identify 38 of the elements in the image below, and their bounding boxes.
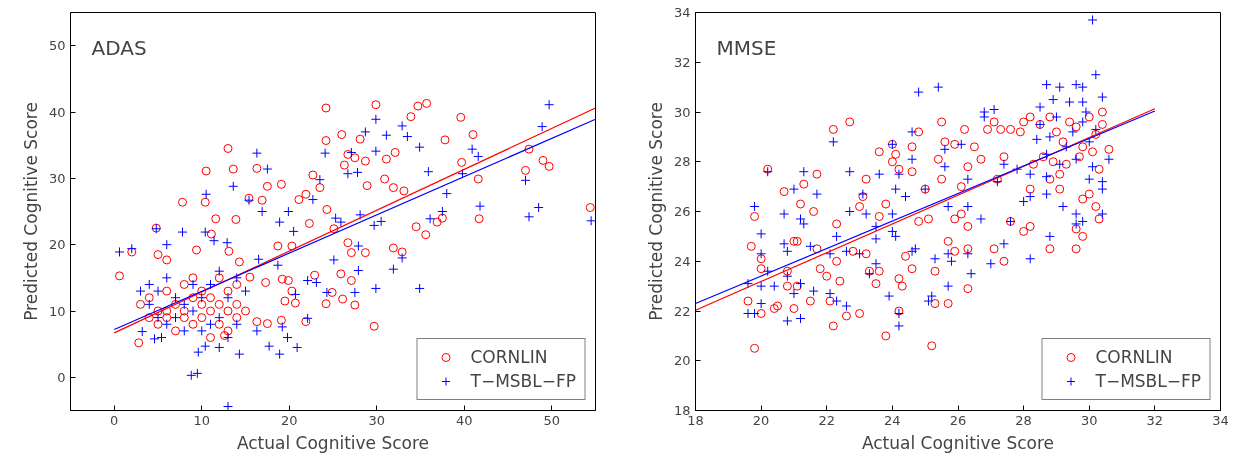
- y-tick-label: 30: [48, 170, 66, 186]
- y-tick-label: 20: [673, 353, 691, 369]
- y-tick-label: 0: [57, 369, 66, 385]
- x-tick-label: 24: [884, 412, 901, 428]
- x-tick-label: 26: [949, 412, 967, 428]
- x-tick-label: 34: [1212, 412, 1229, 428]
- y-tick-label: 32: [673, 54, 691, 70]
- y-tick-label: 28: [673, 154, 691, 170]
- y-tick-label: 22: [673, 303, 691, 319]
- y-tick-label: 30: [673, 104, 691, 120]
- legend-label: T−MSBL−FP: [470, 371, 576, 391]
- legend-label: CORNLIN: [470, 347, 548, 367]
- x-tick-label: 32: [1146, 412, 1164, 428]
- x-axis-title: Actual Cognitive Score: [861, 432, 1055, 453]
- x-tick-label: 28: [1015, 412, 1032, 428]
- y-tick-label: 10: [48, 303, 66, 319]
- legend-label: T−MSBL−FP: [1095, 371, 1201, 391]
- x-tick-label: 20: [280, 412, 298, 428]
- x-axis-title: Actual Cognitive Score: [236, 432, 430, 453]
- x-tick-label: 30: [1080, 412, 1098, 428]
- x-tick-label: 50: [543, 412, 561, 428]
- y-tick-label: 40: [48, 104, 66, 120]
- text: ADAS: [91, 36, 147, 61]
- text: MMSE: [716, 36, 777, 61]
- y-tick-label: 50: [48, 38, 66, 54]
- x-tick-label: 40: [455, 412, 473, 428]
- x-tick-label: 22: [818, 412, 836, 428]
- y-tick-label: 20: [48, 237, 66, 253]
- x-tick-label: 30: [368, 412, 386, 428]
- y-axis-title: Predicted Cognitive Score: [20, 102, 41, 321]
- x-tick-label: 0: [110, 412, 119, 428]
- legend-label: CORNLIN: [1095, 347, 1173, 367]
- y-tick-label: 26: [673, 204, 691, 219]
- y-tick-label: 34: [673, 5, 691, 20]
- x-tick-label: 10: [193, 412, 211, 428]
- y-axis-title: Predicted Cognitive Score: [645, 102, 666, 321]
- y-tick-label: 24: [673, 253, 691, 269]
- x-tick-label: 20: [752, 412, 770, 428]
